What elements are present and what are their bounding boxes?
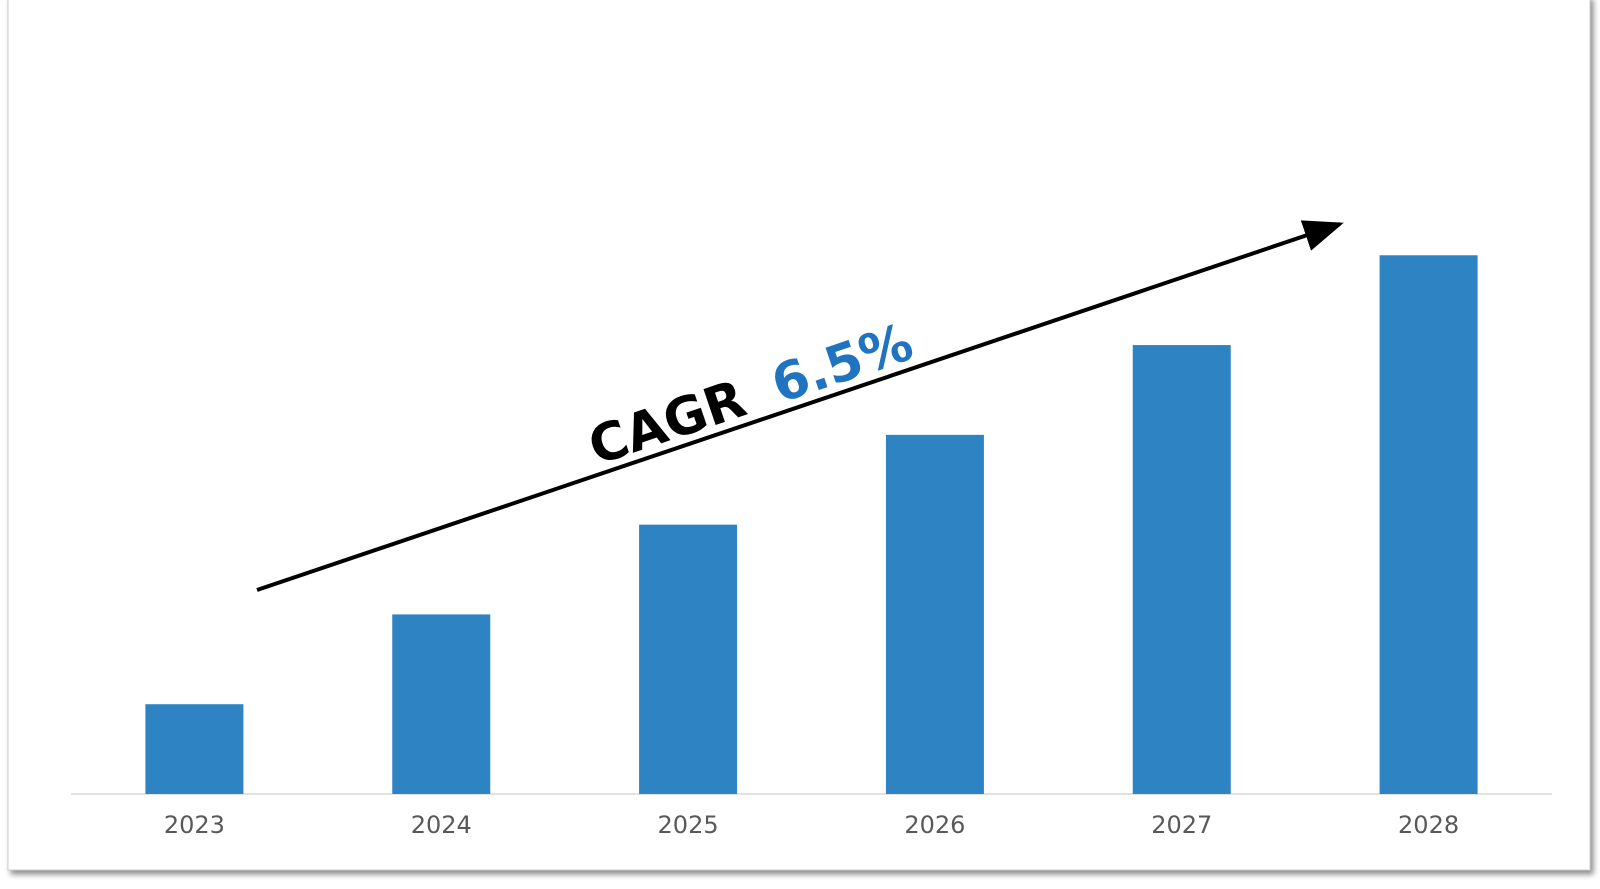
bar: [1132, 345, 1231, 794]
x-tick-label: 2028: [1398, 811, 1459, 839]
x-tick-label: 2027: [1151, 811, 1212, 839]
bar: [145, 704, 244, 794]
x-tick-label: 2025: [658, 811, 719, 839]
bar: [885, 434, 984, 794]
trend-arrow: [256, 220, 1344, 592]
x-tick-label: 2023: [164, 811, 225, 839]
bar: [639, 524, 738, 794]
bar: [1379, 255, 1478, 795]
x-tick-label: 2024: [411, 811, 472, 839]
bar: [392, 614, 491, 794]
card: [7, 0, 1591, 871]
x-tick-label: 2026: [904, 811, 965, 839]
